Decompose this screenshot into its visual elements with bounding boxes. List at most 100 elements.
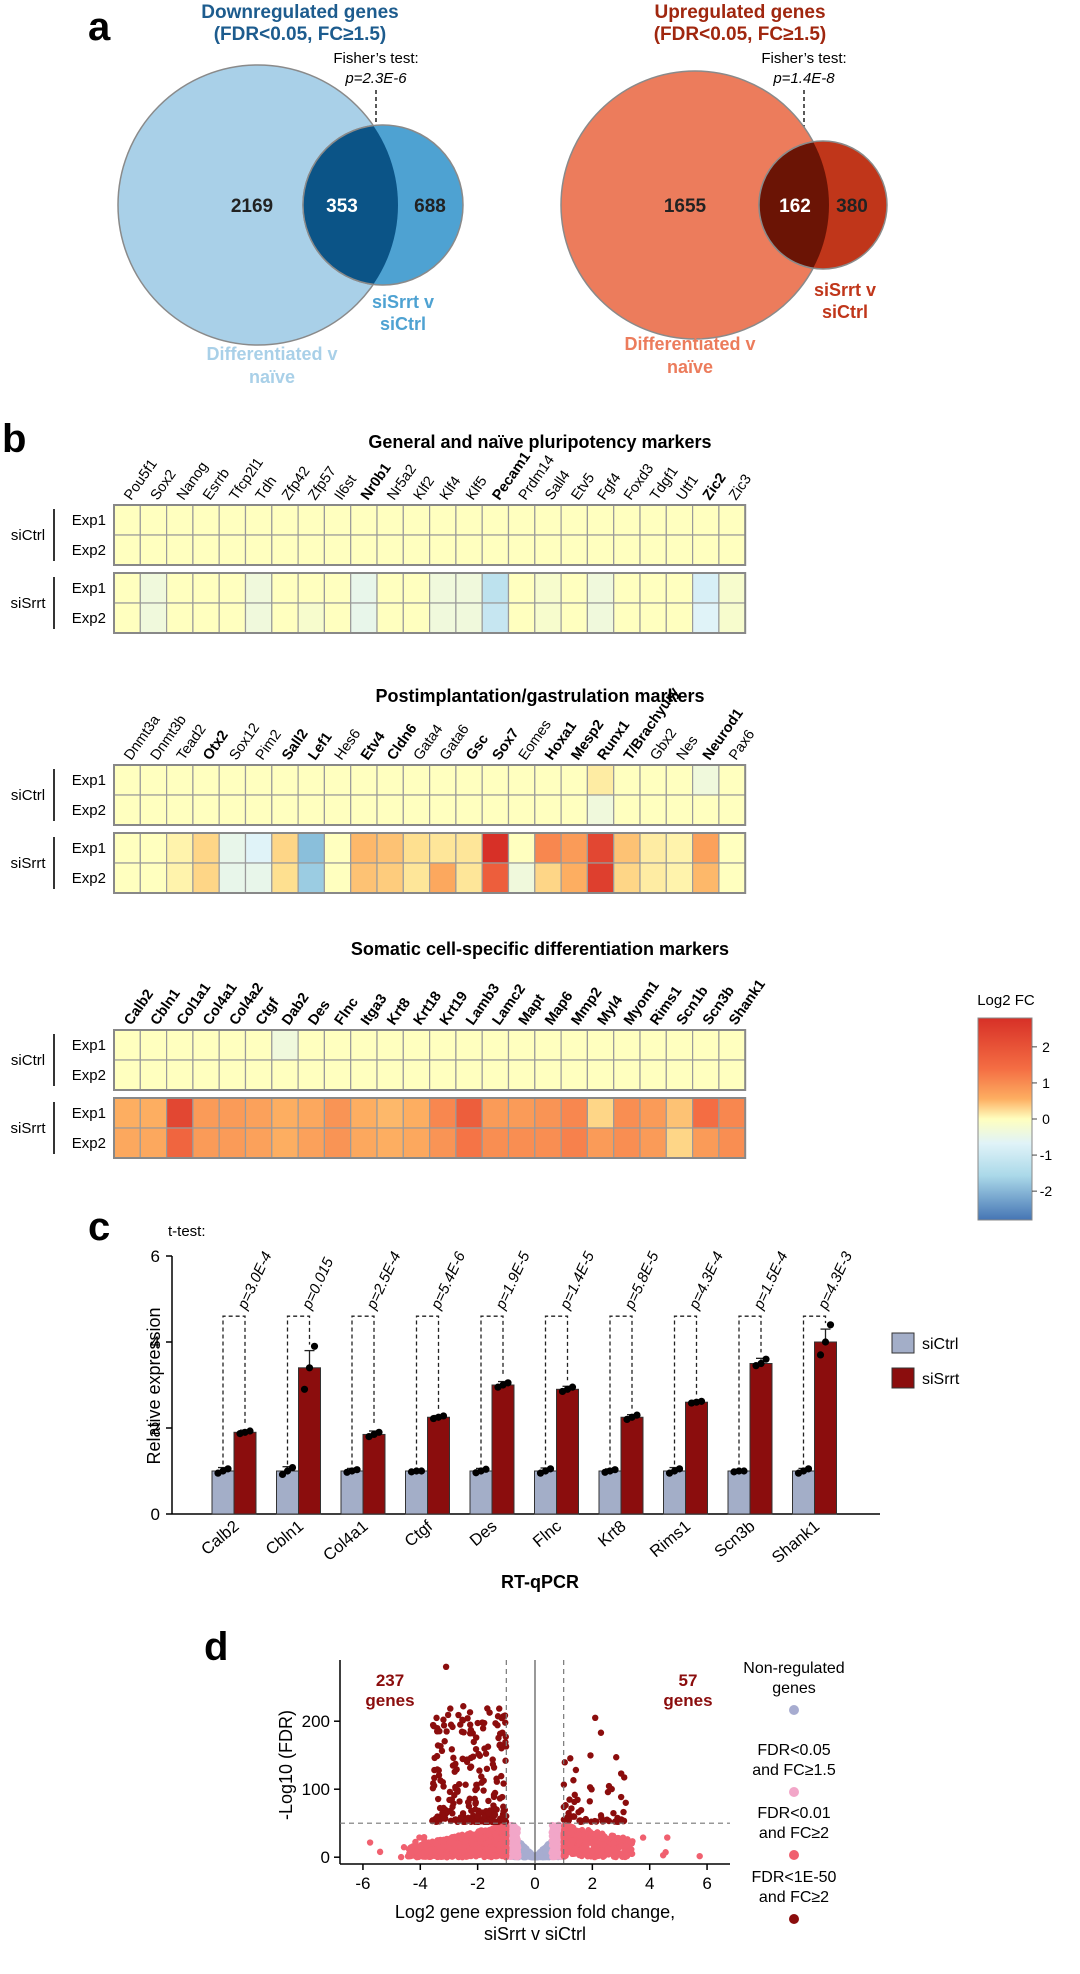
volcano-legend-dot (789, 1914, 799, 1924)
data-point (224, 1465, 232, 1473)
venn-right-small-label-1: siSrrt v (814, 280, 876, 300)
venn-right-big-label-2: naïve (667, 357, 713, 377)
heatmap-cell (166, 832, 194, 864)
heatmap-cell (244, 504, 273, 536)
bar-sictrl (405, 1470, 428, 1515)
venn-right-fisher-1: Fisher’s test: (761, 50, 846, 67)
heatmap-cell (113, 862, 141, 894)
heatmap-cell (455, 1029, 483, 1061)
data-point (353, 1466, 361, 1474)
volcano-point (436, 1804, 444, 1812)
right-count-unit: genes (663, 1691, 712, 1710)
volcano-point (408, 1848, 415, 1856)
data-point (568, 1383, 577, 1391)
volcano-point (496, 1705, 503, 1712)
heatmap-cell (350, 1029, 378, 1061)
heatmap-cell (586, 764, 615, 796)
heatmap-cell (113, 534, 141, 566)
heatmap-cell (665, 764, 694, 796)
heatmap-cell (507, 1127, 536, 1159)
significance-bracket (222, 1315, 246, 1465)
volcano-point (474, 1719, 481, 1727)
legend-swatch (891, 1332, 915, 1354)
y-tick-label: 0 (151, 1505, 160, 1524)
volcano-point (567, 1755, 574, 1762)
row-label: Exp1 (72, 580, 106, 597)
volcano-legend-label: FDR<0.01 (757, 1805, 830, 1822)
heatmap-cell (271, 1029, 299, 1061)
heatmap-cell (429, 1029, 457, 1061)
bar-group-flnc: p=1.4E-5 Flnc (530, 1249, 599, 1552)
heatmap-cell (297, 1029, 326, 1061)
heatmap-cell (639, 572, 667, 604)
volcano-point (572, 1845, 579, 1853)
panel-c: c t-test: 0 2 4 6 Relative expression RT-qPCR… (88, 1205, 960, 1592)
volcano-point (571, 1813, 578, 1820)
heatmap-cell (429, 1127, 457, 1159)
volcano-point (571, 1791, 578, 1799)
volcano-point (614, 1834, 621, 1842)
gene-label: Hes6 (332, 726, 365, 763)
volcano-point (422, 1842, 430, 1850)
venn-left-fisher-2: p=2.3E-6 (344, 70, 407, 87)
group-border (113, 572, 747, 634)
volcano-point (499, 1834, 507, 1841)
volcano-point (476, 1767, 483, 1774)
volcano-point (451, 1768, 458, 1775)
significance-bracket (351, 1315, 375, 1465)
volcano-point (613, 1850, 620, 1857)
heatmap-cell (376, 1127, 404, 1159)
heatmap-cell (139, 1059, 168, 1091)
heatmap-cell (507, 602, 536, 634)
volcano-point (524, 1850, 531, 1857)
heatmap-cell (639, 504, 667, 536)
volcano-point (439, 1843, 446, 1851)
heatmap-cell (507, 1029, 536, 1061)
heatmap-cell (139, 832, 168, 864)
heatmap-cell (718, 504, 746, 536)
p-value-label: p=1.9E-5 (492, 1249, 534, 1313)
colorbar (977, 1017, 1033, 1221)
panel-b: b General and naïve pluripotency markers… (2, 417, 1052, 1221)
heatmap-cell (192, 764, 220, 796)
data-point (611, 1466, 619, 1474)
volcano-y-tick-label: 0 (321, 1848, 330, 1867)
volcano-point (446, 1788, 454, 1796)
right-count: 57 (679, 1671, 698, 1690)
p-value-label: p=1.5E-4 (750, 1249, 792, 1313)
volcano-point (459, 1755, 466, 1763)
heatmap-cell (560, 602, 588, 634)
bar-group-col4a1: p=2.5E-4 Col4a1 (320, 1249, 405, 1565)
heatmap-cell (376, 1097, 404, 1129)
volcano-point (561, 1831, 568, 1839)
bar-sictrl (727, 1470, 751, 1515)
heatmap-cell (139, 504, 168, 536)
volcano-y-label: -Log10 (FDR) (276, 1710, 296, 1820)
volcano-point (467, 1832, 475, 1839)
volcano-point (452, 1816, 459, 1823)
volcano-legend-label: FDR<1E-50 (752, 1869, 837, 1886)
heatmap-cell (665, 534, 694, 566)
heatmap-cell (560, 1029, 588, 1061)
volcano-point (553, 1832, 560, 1839)
data-point (246, 1427, 254, 1435)
volcano-point (560, 1853, 568, 1860)
heatmap-cell (665, 1097, 694, 1129)
heatmaps: General and naïve pluripotency markers Po… (11, 432, 769, 1159)
category-label: Cbln1 (262, 1517, 307, 1559)
heatmap-cell (691, 794, 720, 826)
gene-label: Map6 (542, 989, 576, 1029)
heatmap-cell (560, 764, 588, 796)
group-border (113, 832, 747, 894)
volcano-legend: Non-regulated genes FDR<0.05 and FC≥1.5 FDR<… (743, 1660, 845, 1924)
heatmap-cell (192, 602, 220, 634)
volcano-point (510, 1851, 517, 1859)
heatmap-cell (429, 794, 457, 826)
volcano-point (597, 1812, 605, 1819)
volcano-point (605, 1782, 613, 1790)
volcano-point (400, 1844, 408, 1851)
row-label: Exp1 (72, 1105, 106, 1122)
heatmap-cell (271, 602, 299, 634)
heatmap-cell (350, 1059, 378, 1091)
p-value-label: p=0.015 (298, 1255, 337, 1313)
